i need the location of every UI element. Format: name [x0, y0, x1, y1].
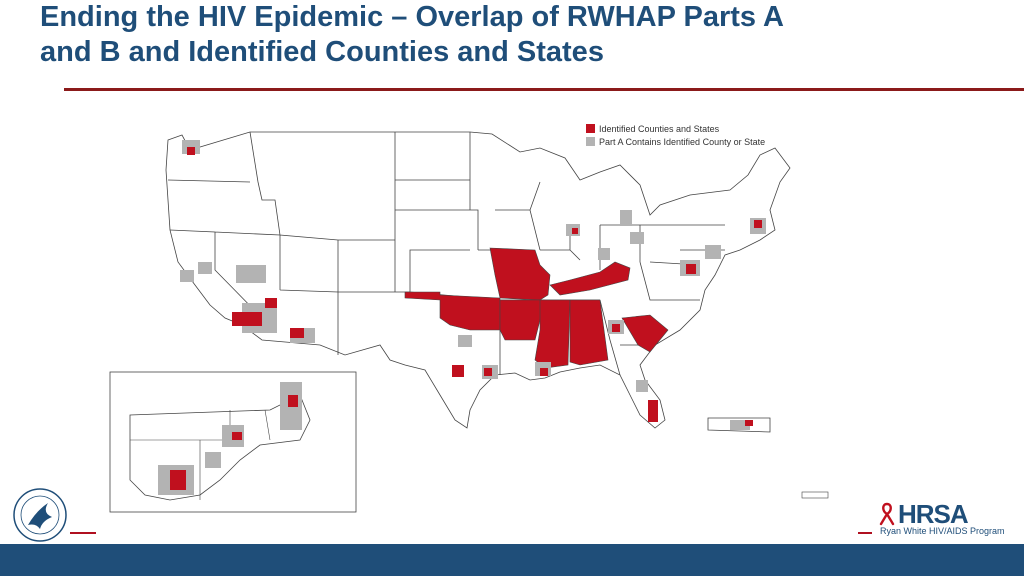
part-a-columbus — [598, 248, 610, 260]
county-houston — [484, 368, 492, 376]
kentucky-region — [549, 261, 631, 296]
footer-bar — [0, 544, 1024, 576]
legend-label-part-a: Part A Contains Identified County or Sta… — [599, 137, 765, 147]
part-a-areas — [180, 140, 766, 422]
legend-swatch-identified — [586, 124, 595, 133]
county-new-orleans — [540, 368, 548, 376]
county-la — [232, 312, 262, 326]
footer-accent-left — [70, 532, 96, 534]
legend-label-identified: Identified Counties and States — [599, 124, 720, 134]
us-states — [165, 131, 791, 429]
county-dc — [686, 264, 696, 274]
county-miami — [648, 400, 658, 422]
mississippi-region — [534, 299, 571, 369]
map-legend: Identified Counties and States Part A Co… — [586, 124, 765, 147]
south-carolina-region — [621, 314, 669, 353]
oklahoma-region — [404, 291, 501, 331]
alabama-region — [569, 299, 609, 366]
county-atlanta — [612, 324, 620, 332]
county-riverside — [265, 298, 277, 308]
part-a-nevada — [236, 265, 266, 283]
county-seattle — [187, 147, 195, 155]
part-a-detroit — [620, 210, 632, 226]
us-outline — [165, 131, 791, 429]
virgin-islands — [801, 491, 829, 499]
county-san-antonio — [452, 365, 464, 377]
part-a-dallas — [458, 335, 472, 347]
county-san-juan — [745, 420, 753, 426]
hrsa-ribbon-icon — [879, 502, 895, 526]
county-chicago — [572, 228, 578, 234]
hrsa-logo: HRSA Ryan White HIV/AIDS Program — [878, 500, 1008, 540]
part-a-sf — [180, 270, 194, 282]
part-a-sacramento — [198, 262, 212, 274]
part-a-orlando — [636, 380, 648, 392]
part-a-cleveland — [630, 232, 644, 244]
inset-county-dc — [170, 470, 186, 490]
title-line-1: Ending the HIV Epidemic – Overlap of RWH… — [40, 1, 784, 33]
hrsa-program-name: Ryan White HIV/AIDS Program — [880, 526, 1005, 536]
us-map: Identified Counties and States Part A Co… — [109, 124, 829, 513]
part-a-san-juan — [730, 420, 750, 430]
page-title: Ending the HIV Epidemic – Overlap of RWH… — [40, 0, 940, 70]
title-line-2: and B and Identified Counties and States — [40, 36, 604, 68]
inset-borders — [130, 409, 271, 500]
hrsa-wordmark: HRSA — [898, 499, 969, 529]
footer-accent-right — [858, 532, 872, 534]
county-phoenix — [290, 328, 304, 338]
inset-county-nyc — [232, 432, 242, 440]
missouri-region — [489, 247, 551, 301]
hhs-seal-icon — [13, 488, 67, 542]
inset-part-a-philadelphia — [205, 452, 221, 468]
part-a-philadelphia — [705, 245, 721, 259]
county-boston — [754, 220, 762, 228]
inset-county-boston — [288, 395, 298, 407]
legend-swatch-part-a — [586, 137, 595, 146]
title-divider — [64, 88, 1024, 91]
identified-states — [404, 247, 669, 369]
northeast-inset — [109, 371, 357, 513]
